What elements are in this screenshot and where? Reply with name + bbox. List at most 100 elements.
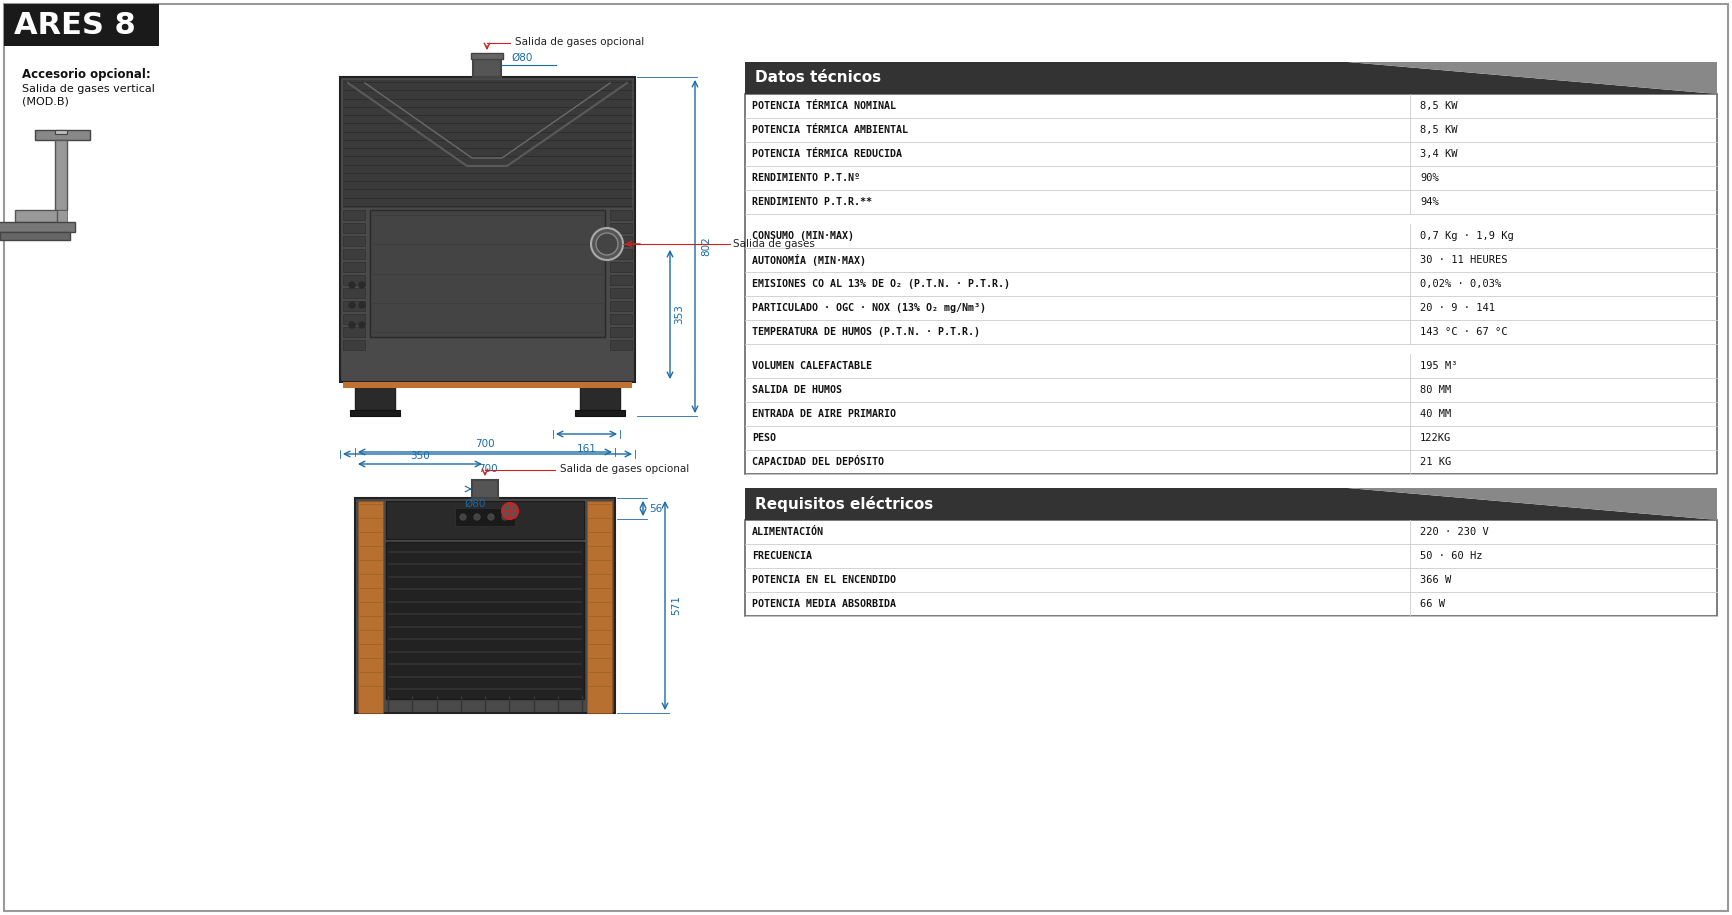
- Text: 8,5 KW: 8,5 KW: [1420, 125, 1458, 135]
- Bar: [343, 382, 632, 388]
- Text: 80 MM: 80 MM: [1420, 385, 1451, 395]
- Text: Salida de gases opcional: Salida de gases opcional: [559, 464, 689, 474]
- Bar: [610, 340, 632, 350]
- Bar: [580, 382, 620, 410]
- Bar: [610, 288, 632, 298]
- Text: 50 · 60 Hz: 50 · 60 Hz: [1420, 551, 1483, 561]
- Bar: [745, 520, 1716, 616]
- Bar: [610, 327, 632, 337]
- Text: CONSUMO (MIN·MAX): CONSUMO (MIN·MAX): [752, 231, 854, 241]
- Bar: [386, 501, 584, 539]
- Text: VOLUMEN CALEFACTABLE: VOLUMEN CALEFACTABLE: [752, 361, 871, 371]
- Text: 195 M³: 195 M³: [1420, 361, 1458, 371]
- Bar: [0, 222, 74, 232]
- Polygon shape: [1347, 488, 1716, 520]
- Text: 350: 350: [410, 451, 430, 461]
- Text: Salida de gases opcional: Salida de gases opcional: [514, 37, 644, 47]
- Circle shape: [488, 514, 494, 520]
- Bar: [55, 210, 68, 222]
- Bar: [355, 382, 395, 410]
- Bar: [587, 501, 611, 713]
- Text: POTENCIA TÉRMICA AMBIENTAL: POTENCIA TÉRMICA AMBIENTAL: [752, 125, 908, 135]
- Bar: [343, 288, 365, 298]
- Bar: [473, 55, 501, 77]
- Text: ALIMENTACIÓN: ALIMENTACIÓN: [752, 527, 824, 537]
- Circle shape: [461, 514, 466, 520]
- Circle shape: [596, 233, 618, 255]
- Circle shape: [350, 302, 355, 308]
- Bar: [575, 410, 625, 416]
- Text: Datos técnicos: Datos técnicos: [755, 70, 882, 85]
- Bar: [610, 262, 632, 272]
- Text: PARTICULADO · OGC · NOX (13% O₂ mg/Nm³): PARTICULADO · OGC · NOX (13% O₂ mg/Nm³): [752, 303, 986, 313]
- Text: FRECUENCIA: FRECUENCIA: [752, 551, 812, 561]
- Bar: [35, 130, 90, 140]
- Text: TEMPERATURA DE HUMOS (P.T.N. · P.T.R.): TEMPERATURA DE HUMOS (P.T.N. · P.T.R.): [752, 327, 980, 337]
- Text: AUTONOMÍA (MIN·MAX): AUTONOMÍA (MIN·MAX): [752, 254, 866, 266]
- Bar: [343, 236, 365, 246]
- Text: 30 · 11 HEURES: 30 · 11 HEURES: [1420, 255, 1507, 265]
- Text: Salida de gases vertical: Salida de gases vertical: [23, 84, 154, 94]
- Bar: [0, 232, 69, 240]
- Text: 161: 161: [577, 444, 596, 454]
- Text: ENTRADA DE AIRE PRIMARIO: ENTRADA DE AIRE PRIMARIO: [752, 409, 895, 419]
- Bar: [343, 249, 365, 259]
- Bar: [471, 53, 502, 59]
- Bar: [343, 223, 365, 233]
- Circle shape: [350, 322, 355, 328]
- Bar: [343, 301, 365, 311]
- Bar: [343, 314, 365, 324]
- Circle shape: [475, 514, 480, 520]
- Bar: [386, 542, 584, 699]
- Text: POTENCIA TÉRMICA NOMINAL: POTENCIA TÉRMICA NOMINAL: [752, 101, 895, 111]
- Text: 90%: 90%: [1420, 173, 1439, 183]
- Bar: [355, 498, 615, 713]
- Text: (MOD.B): (MOD.B): [23, 97, 69, 107]
- Text: 700: 700: [475, 439, 495, 449]
- Polygon shape: [1347, 62, 1716, 94]
- Bar: [343, 80, 632, 208]
- Polygon shape: [745, 62, 1716, 94]
- Bar: [745, 94, 1716, 474]
- Bar: [55, 140, 68, 210]
- Text: 0,02% · 0,03%: 0,02% · 0,03%: [1420, 279, 1502, 289]
- Text: 802: 802: [701, 237, 712, 256]
- Text: 66 W: 66 W: [1420, 599, 1444, 609]
- Circle shape: [502, 514, 507, 520]
- Text: POTENCIA TÉRMICA REDUCIDA: POTENCIA TÉRMICA REDUCIDA: [752, 149, 902, 159]
- Bar: [610, 249, 632, 259]
- Bar: [343, 210, 365, 220]
- Text: 56: 56: [650, 503, 662, 513]
- Text: 94%: 94%: [1420, 197, 1439, 207]
- Bar: [55, 130, 68, 134]
- Text: 0,7 Kg · 1,9 Kg: 0,7 Kg · 1,9 Kg: [1420, 231, 1514, 241]
- Bar: [343, 340, 365, 350]
- Bar: [3, 4, 159, 46]
- Circle shape: [350, 282, 355, 288]
- Bar: [456, 508, 514, 526]
- Text: 3,4 KW: 3,4 KW: [1420, 149, 1458, 159]
- Text: RENDIMIENTO P.T.R.**: RENDIMIENTO P.T.R.**: [752, 197, 871, 207]
- Text: EMISIONES CO AL 13% DE O₂ (P.T.N. · P.T.R.): EMISIONES CO AL 13% DE O₂ (P.T.N. · P.T.…: [752, 279, 1010, 289]
- Bar: [610, 236, 632, 246]
- Text: 366 W: 366 W: [1420, 575, 1451, 585]
- Text: 353: 353: [674, 305, 684, 325]
- Text: Accesorio opcional:: Accesorio opcional:: [23, 68, 151, 81]
- Text: 571: 571: [670, 596, 681, 616]
- Bar: [343, 275, 365, 285]
- Text: ARES 8: ARES 8: [14, 10, 135, 39]
- Text: PESO: PESO: [752, 433, 776, 443]
- Bar: [350, 410, 400, 416]
- Text: Ø80: Ø80: [464, 499, 485, 509]
- Bar: [343, 327, 365, 337]
- Text: 21 KG: 21 KG: [1420, 457, 1451, 467]
- Bar: [610, 314, 632, 324]
- Text: Requisitos eléctricos: Requisitos eléctricos: [755, 496, 934, 512]
- Text: CAPACIDAD DEL DEPÓSITO: CAPACIDAD DEL DEPÓSITO: [752, 457, 883, 467]
- Text: Ø80: Ø80: [511, 53, 532, 63]
- Circle shape: [359, 302, 365, 308]
- Text: 220 · 230 V: 220 · 230 V: [1420, 527, 1490, 537]
- Circle shape: [502, 503, 518, 519]
- Text: 8,5 KW: 8,5 KW: [1420, 101, 1458, 111]
- Bar: [610, 210, 632, 220]
